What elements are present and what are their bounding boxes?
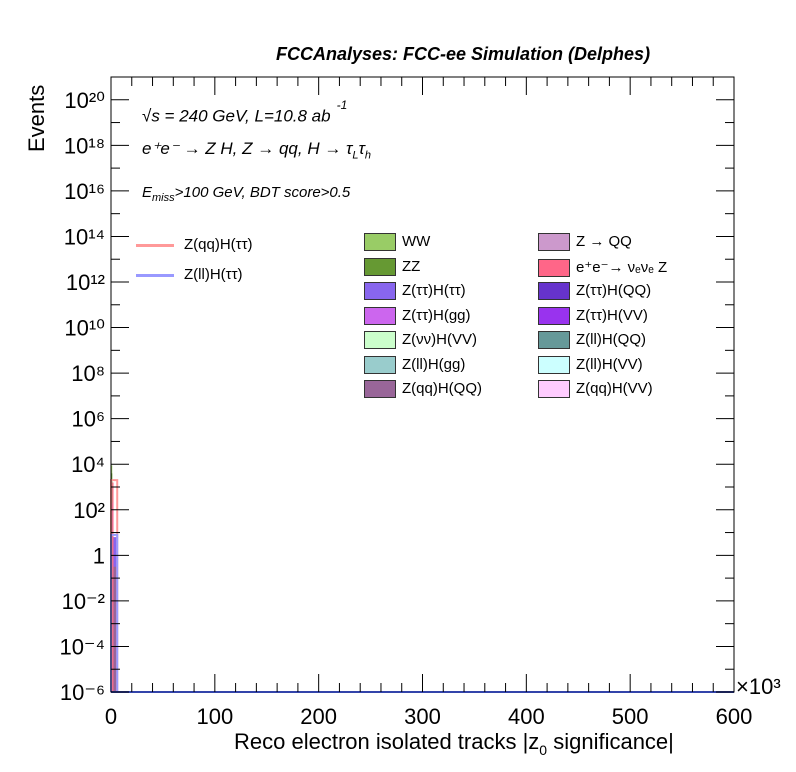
background-legend-entry: Z(ll)H(gg): [364, 356, 465, 374]
legend-line-swatch: [136, 273, 174, 277]
axes: 0 100 200 300 400 500 600 ×10³ 10⁻⁶ 10⁻⁴ 10⁻² 1 10² 1…: [59, 76, 781, 729]
y-tick-label: 10⁻⁴: [59, 634, 105, 659]
background-legend-entry: Z(qq)H(QQ): [364, 380, 482, 399]
legend-label: Z(ττ)H(VV): [576, 306, 648, 324]
legend-label: Z(ττ)H(ττ): [402, 282, 466, 299]
legend-color-box: [538, 355, 570, 374]
y-tick-label: 10¹⁸: [64, 133, 105, 158]
legend-label: Z(νν)H(VV): [402, 331, 477, 348]
x-tick-label: 100: [196, 704, 233, 729]
legend-color-box: [538, 233, 570, 252]
legend-label: Z(ll)H(ττ): [184, 266, 243, 283]
x-tick-label: 0: [105, 704, 117, 729]
y-tick-label: 10¹⁰: [64, 316, 105, 341]
x-axis-label: Reco electron isolated tracks |z0 signif…: [234, 729, 674, 758]
process-annotation: e⁺e⁻ → Z H, Z → qq, H → τLτh: [142, 139, 372, 162]
legend-label: Z(ll)H(QQ): [576, 331, 646, 348]
histogram-bars: [110, 465, 119, 692]
x-multiplier-label: ×10³: [736, 674, 781, 699]
x-tick-label: 300: [404, 704, 441, 729]
legend-label: Z(ll)H(gg): [402, 355, 466, 373]
background-legend-entry: Z → QQ: [538, 233, 632, 252]
y-tick-label: 10²⁰: [64, 88, 105, 113]
y-tick-label: 10⁻⁶: [60, 680, 105, 705]
background-legend-entry: Z(qq)H(VV): [538, 380, 653, 399]
energy-annotation: √s = 240 GeV, L=10.8 ab-1: [142, 98, 348, 126]
legend-color-box: [364, 233, 396, 252]
chart-title: FCCAnalyses: FCC-ee Simulation (Delphes): [276, 44, 651, 64]
legend-label: Z → QQ: [576, 233, 632, 250]
y-tick-label: 10⁸: [71, 361, 105, 386]
legend-label: Z(qq)H(ττ): [184, 236, 253, 253]
signal-legend-entry: Z(qq)H(ττ): [136, 236, 253, 253]
legend-color-box: [364, 282, 396, 301]
y-tick-label: 10¹⁶: [64, 179, 105, 204]
legend-label: Z(ll)H(VV): [576, 355, 643, 373]
y-axis-label: Events: [24, 84, 49, 152]
background-legend-entry: Z(ll)H(VV): [538, 356, 643, 374]
legend-color-box: [364, 257, 396, 276]
legend-color-box: [538, 306, 570, 325]
y-tick-label: 10⁴: [71, 452, 105, 477]
y-tick-label: 10¹²: [66, 270, 105, 295]
x-tick-label: 600: [716, 704, 753, 729]
legend-label: e⁺e⁻→ νₑνₑ Z: [576, 258, 668, 276]
x-tick-label: 500: [612, 704, 649, 729]
background-legend-entry: Z(ττ)H(QQ): [538, 282, 652, 301]
background-legend-entry: WW: [364, 233, 431, 252]
y-tick-label: 1: [93, 543, 105, 568]
legend-label: Z(qq)H(VV): [576, 380, 653, 397]
background-legend-entry: Z(ττ)H(ττ): [364, 282, 466, 301]
legend-color-box: [364, 380, 396, 399]
x-tick-label: 200: [300, 704, 337, 729]
y-tick-label: 10⁻²: [62, 589, 105, 614]
bar-z-qq-h-qq-: [113, 566, 118, 692]
legend-color-box: [538, 282, 570, 301]
legend-color-box: [364, 306, 396, 325]
legend-line-swatch: [136, 243, 174, 247]
y-tick-label: 10²: [73, 498, 105, 523]
x-tick-label: 400: [508, 704, 545, 729]
background-legend-entry: Z(ττ)H(VV): [538, 307, 648, 325]
legend-color-box: [364, 331, 396, 350]
legend-color-box: [538, 331, 570, 350]
signal-legend-entry: Z(ll)H(ττ): [136, 266, 243, 283]
bar-e-e-z: [112, 482, 114, 692]
legend-color-box: [538, 380, 570, 399]
background-legend-entry: Z(ll)H(QQ): [538, 331, 646, 350]
background-legend-entry: Z(ττ)H(gg): [364, 307, 471, 325]
background-legend-entry: ZZ: [364, 258, 420, 276]
cuts-annotation: Emiss>100 GeV, BDT score>0.5: [142, 184, 351, 204]
background-legend-entry: e⁺e⁻→ νₑνₑ Z: [538, 258, 667, 277]
legend-label: ZZ: [402, 257, 421, 275]
legend-label: Z(ττ)H(gg): [402, 306, 471, 324]
legend-label: Z(qq)H(QQ): [402, 380, 482, 397]
legend-label: WW: [402, 233, 431, 250]
y-tick-label: 10⁶: [71, 407, 105, 432]
legend-label: Z(ττ)H(QQ): [576, 282, 652, 299]
legend-color-box: [364, 355, 396, 374]
legend-color-box: [538, 258, 570, 277]
background-legend-entry: Z(νν)H(VV): [364, 331, 477, 350]
y-tick-label: 10¹⁴: [64, 224, 105, 249]
